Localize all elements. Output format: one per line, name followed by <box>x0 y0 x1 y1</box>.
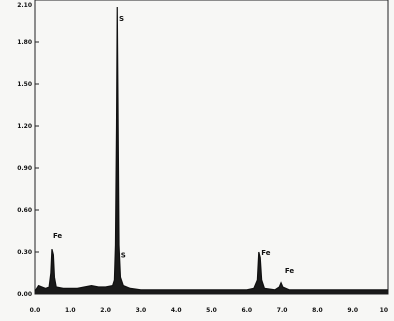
x-tick-label: 1.0 <box>65 307 76 314</box>
y-tick-label: 1.50 <box>17 81 32 88</box>
y-tick-label: 1.80 <box>17 39 32 46</box>
peak-label: Fe <box>261 249 270 257</box>
x-tick-label: 0.0 <box>30 307 41 314</box>
x-tick-label: 10 <box>380 307 388 314</box>
peak-label: Fe <box>285 267 294 275</box>
y-tick-label: 2.10 <box>17 2 32 9</box>
peak-label: S <box>119 15 124 23</box>
peak-labels: Fe S S Fe Fe <box>53 15 294 275</box>
x-tick-label: 4.0 <box>171 307 182 314</box>
x-tick-label: 5.0 <box>206 307 217 314</box>
spectrum-line <box>34 6 388 292</box>
x-tick-label: 8.0 <box>312 307 323 314</box>
y-tick-label: 0.90 <box>17 165 32 172</box>
x-tick-label: 9.0 <box>347 307 358 314</box>
y-tick-label: 0.30 <box>17 249 32 256</box>
y-tick-label: 0.60 <box>17 207 32 214</box>
x-tick-label: 2.0 <box>100 307 111 314</box>
peak-label: S <box>121 252 126 260</box>
y-axis: 0.00 0.30 0.60 0.90 1.20 1.50 1.80 2.10 <box>17 0 39 298</box>
y-tick-label: 1.20 <box>17 123 32 130</box>
x-tick-label: 3.0 <box>136 307 147 314</box>
y-tick-label: 0.00 <box>17 291 32 298</box>
spectrum-area <box>35 7 388 294</box>
x-tick-label: 7.0 <box>277 307 288 314</box>
peak-label: Fe <box>53 232 62 240</box>
plot-frame <box>34 0 389 295</box>
x-tick-label: 6.0 <box>241 307 252 314</box>
